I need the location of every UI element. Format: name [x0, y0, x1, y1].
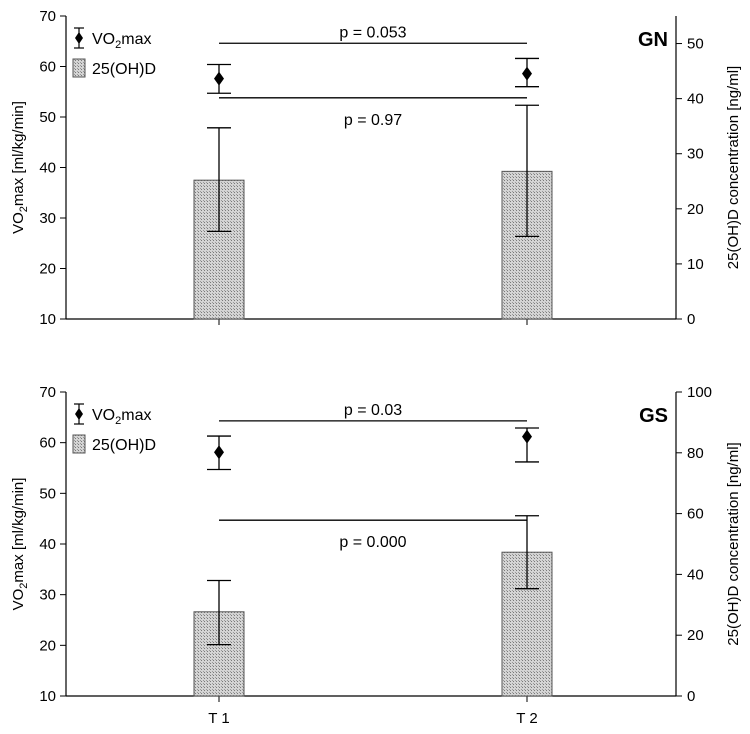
p-value-label: p = 0.000 — [339, 534, 406, 551]
legend-label-part: max — [121, 31, 151, 48]
legend-label-part: VO — [92, 407, 115, 424]
left-tick-label: 60 — [39, 59, 56, 76]
legend: VO2max 25(OH)D — [72, 403, 156, 454]
left-tick-label: 30 — [39, 587, 56, 604]
left-axis-label: VO2max [ml/kg/min] — [10, 101, 30, 234]
legend-hatched-box-icon — [72, 434, 86, 454]
left-tick-label: 20 — [39, 637, 56, 654]
right-tick-label: 40 — [687, 566, 704, 583]
right-tick-label: 100 — [687, 384, 712, 401]
legend-label-part: max — [121, 407, 151, 424]
point-vo2max — [522, 66, 532, 81]
panel-label: GS — [639, 405, 668, 427]
left-tick-label: 60 — [39, 435, 56, 452]
right-tick-label: 80 — [687, 445, 704, 462]
right-tick-label: 20 — [687, 201, 704, 218]
left-tick-label: 10 — [39, 311, 56, 328]
legend-label-part: VO — [92, 31, 115, 48]
right-tick-label: 40 — [687, 91, 704, 108]
left-tick-label: 40 — [39, 536, 56, 553]
right-tick-label: 50 — [687, 36, 704, 53]
left-tick-label: 50 — [39, 485, 56, 502]
legend-label-vo2max: VO2max — [92, 31, 151, 51]
legend-label-sub: 2 — [115, 39, 121, 51]
point-vo2max — [214, 445, 224, 460]
x-tick-label: T 2 — [516, 710, 537, 727]
p-value-label: p = 0.97 — [344, 112, 402, 129]
left-axis-label-part: max [ml/kg/min] — [10, 478, 27, 583]
legend-label-vo2max: VO2max — [92, 407, 151, 427]
x-tick-label: T 1 — [208, 710, 229, 727]
right-axis-label: 25(OH)D concentration [ng/ml] — [725, 442, 742, 645]
left-axis-label-part: VO — [10, 589, 27, 611]
panel-label: GN — [638, 29, 668, 51]
right-tick-label: 0 — [687, 311, 695, 328]
legend-hatched-box-icon — [72, 58, 86, 78]
legend: VO2max 25(OH)D — [72, 27, 156, 78]
point-vo2max — [522, 429, 532, 444]
left-axis-label: VO2max [ml/kg/min] — [10, 478, 30, 611]
left-axis-label-part: VO — [10, 212, 27, 234]
right-tick-label: 20 — [687, 627, 704, 644]
left-tick-label: 30 — [39, 210, 56, 227]
point-vo2max — [214, 71, 224, 86]
legend-label-25ohd: 25(OH)D — [92, 437, 156, 454]
legend-diamond-icon — [75, 32, 83, 44]
left-axis-label-part: max [ml/kg/min] — [10, 101, 27, 206]
left-tick-label: 10 — [39, 688, 56, 705]
left-axis-label-sub: 2 — [18, 206, 30, 212]
p-value-label: p = 0.03 — [344, 402, 402, 419]
left-tick-label: 40 — [39, 160, 56, 177]
right-tick-label: 10 — [687, 256, 704, 273]
left-axis-label-sub: 2 — [18, 583, 30, 589]
legend-label-sub: 2 — [115, 415, 121, 427]
right-tick-label: 0 — [687, 688, 695, 705]
p-value-label: p = 0.053 — [339, 24, 406, 41]
right-tick-label: 30 — [687, 146, 704, 163]
left-tick-label: 50 — [39, 109, 56, 126]
left-tick-label: 20 — [39, 261, 56, 278]
legend-diamond-icon — [75, 408, 83, 420]
right-tick-label: 60 — [687, 506, 704, 523]
left-tick-label: 70 — [39, 384, 56, 401]
left-tick-label: 70 — [39, 8, 56, 25]
right-axis-label: 25(OH)D concentration [ng/ml] — [725, 66, 742, 269]
legend-label-25ohd: 25(OH)D — [92, 61, 156, 78]
